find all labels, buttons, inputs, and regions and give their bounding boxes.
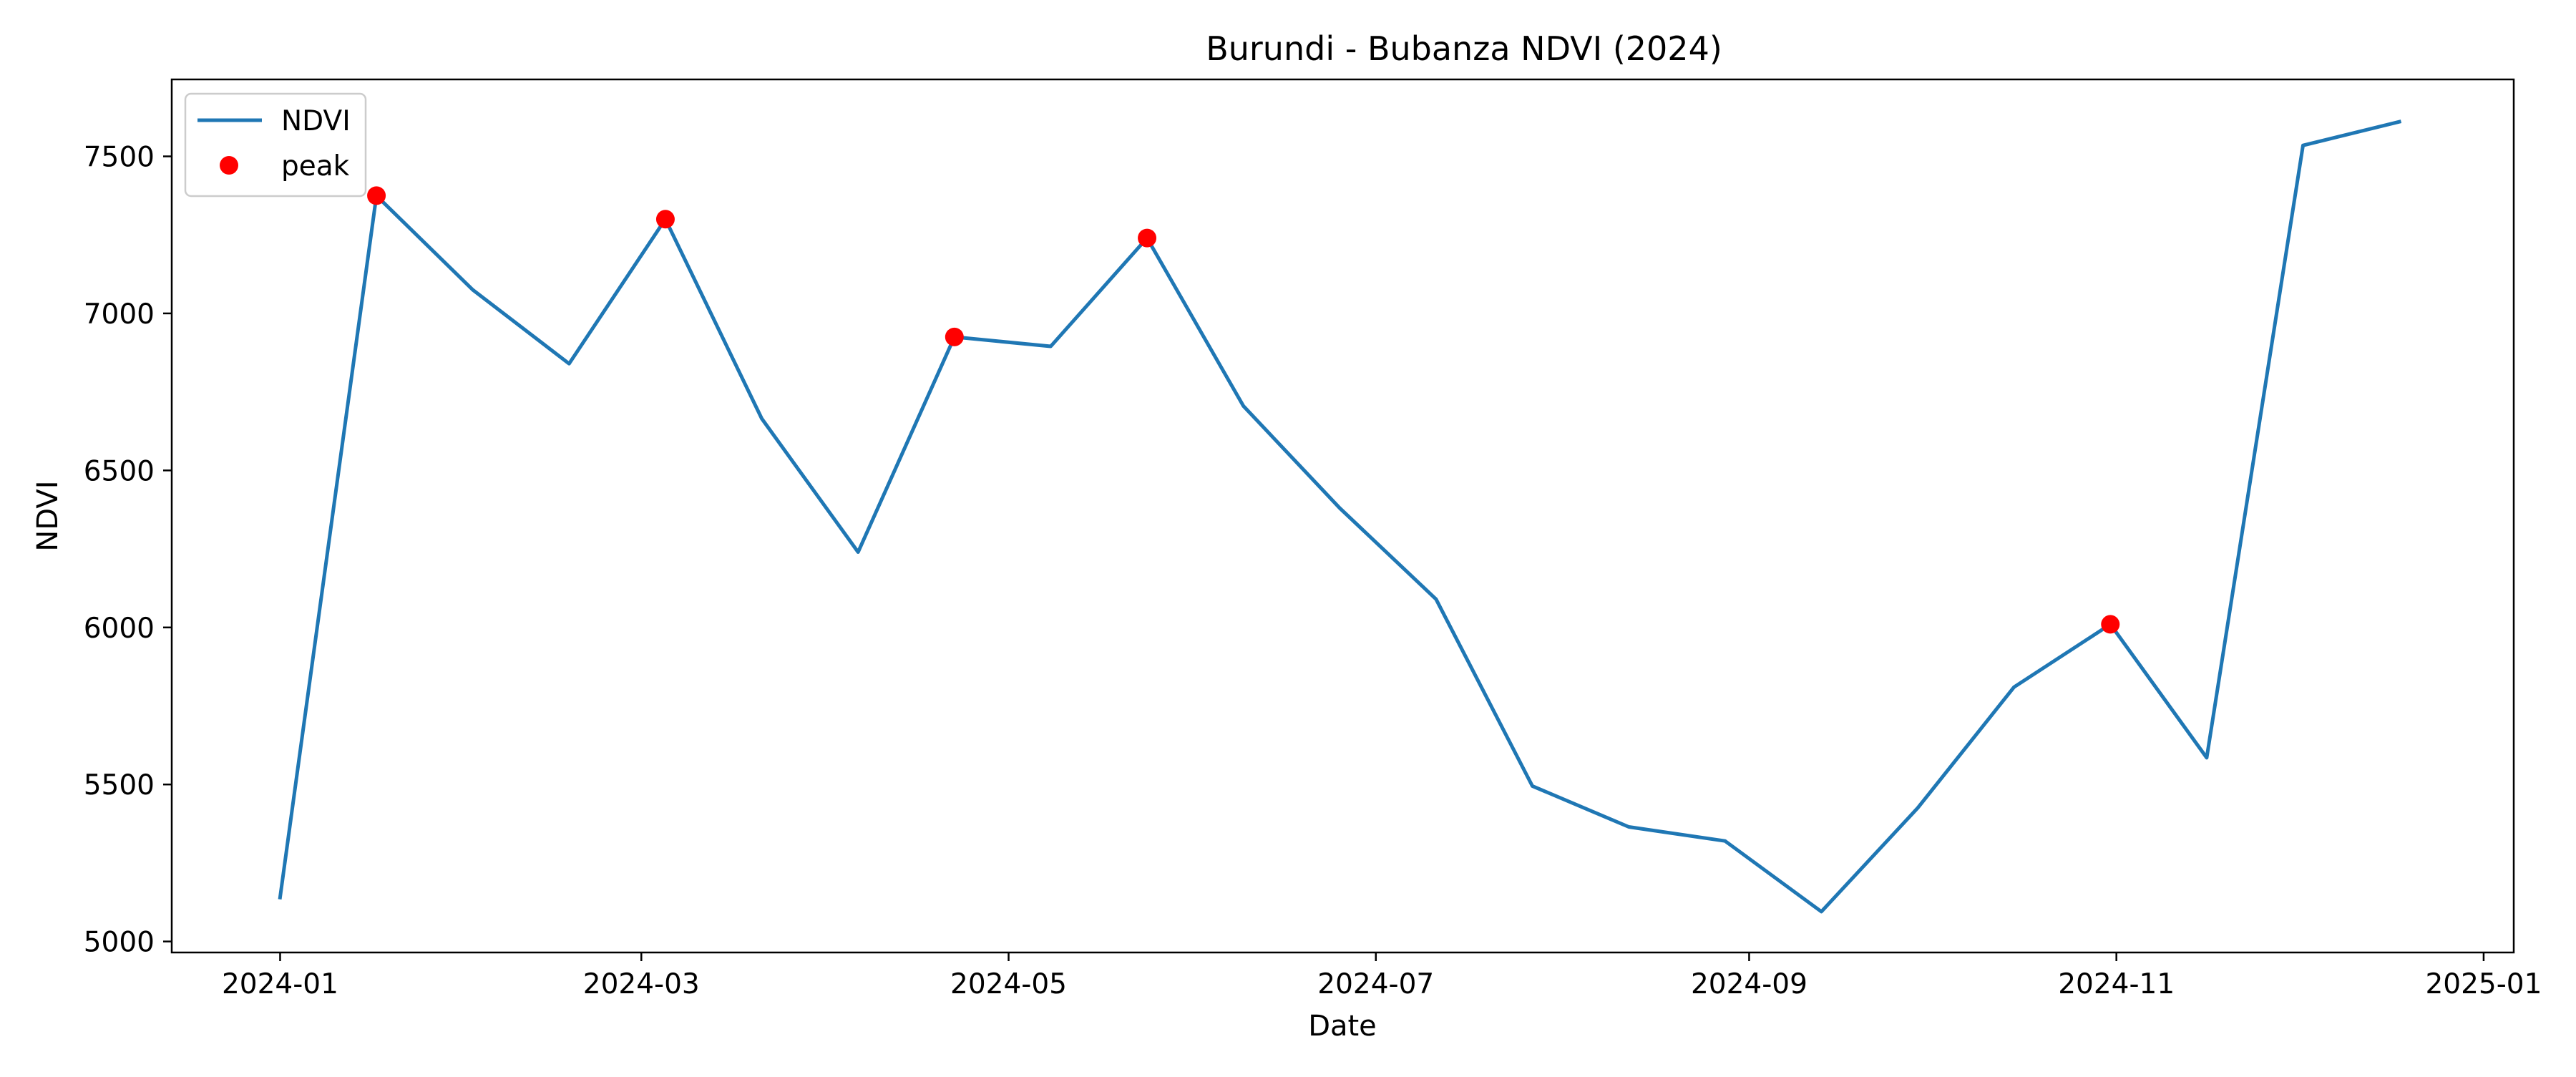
- x-tick-label: 2024-05: [950, 968, 1067, 1000]
- x-axis: 2024-01 2024-03 2024-05 2024-07 2024-09 2024-…: [222, 952, 2542, 1000]
- y-tick-label: 5500: [84, 769, 155, 801]
- x-tick-label: 2024-03: [583, 968, 700, 1000]
- peak-point: [367, 186, 386, 205]
- plot-frame: [170, 78, 2515, 954]
- x-tick-label: 2024-01: [222, 968, 338, 1000]
- legend-peak-marker-swatch: [220, 156, 238, 175]
- ndvi-series-line: [278, 120, 2402, 914]
- y-axis: 5000 5500 6000 6500 7000 7500: [84, 142, 172, 959]
- y-tick-label: 7000: [84, 298, 155, 331]
- x-tick-label: 2024-11: [2058, 968, 2175, 1000]
- y-tick-label: 6500: [84, 455, 155, 487]
- x-tick-label: 2024-09: [1691, 968, 1807, 1000]
- legend-peak-label: peak: [281, 150, 350, 182]
- y-tick-label: 6000: [84, 613, 155, 645]
- y-axis-label: NDVI: [31, 480, 64, 551]
- chart-title: Burundi - Bubanza NDVI (2024): [1206, 29, 1722, 68]
- plot-area: [278, 120, 2402, 914]
- x-tick-label: 2024-07: [1317, 968, 1434, 1000]
- peak-point: [945, 327, 964, 346]
- legend: NDVI peak: [184, 92, 367, 198]
- x-axis-label: Date: [1308, 1010, 1377, 1043]
- peak-point: [2101, 615, 2120, 634]
- peak-point: [1138, 228, 1157, 248]
- x-tick-label: 2025-01: [2425, 968, 2542, 1000]
- legend-ndvi-label: NDVI: [281, 105, 351, 137]
- y-tick-label: 5000: [84, 927, 155, 959]
- peak-point: [655, 210, 675, 229]
- y-tick-label: 7500: [84, 142, 155, 174]
